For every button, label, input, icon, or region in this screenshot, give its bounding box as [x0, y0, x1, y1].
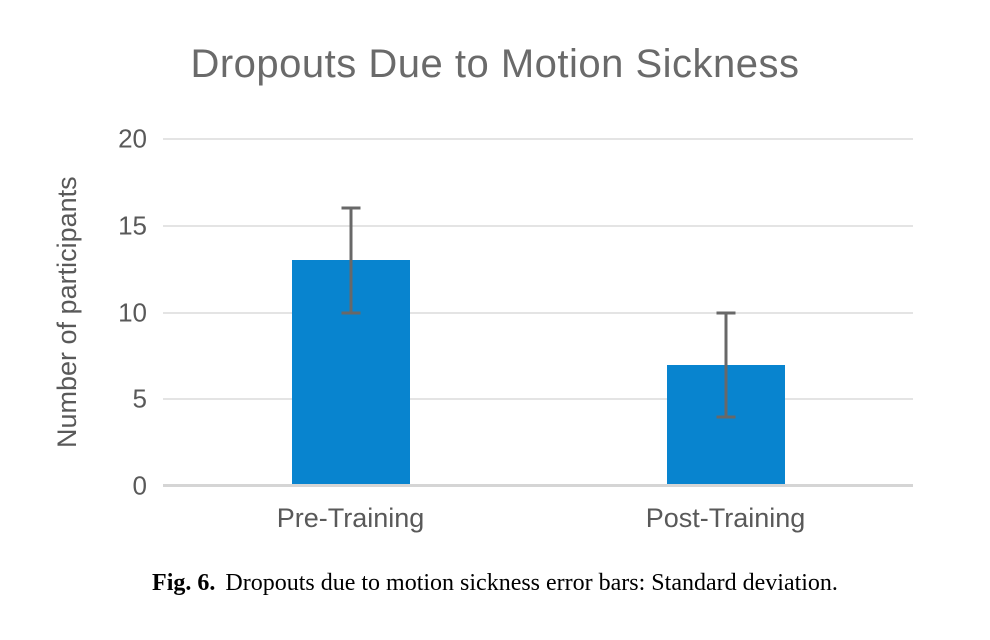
y-tick-label-10: 10 — [118, 297, 147, 327]
plot-area: 0 5 10 15 20 Pre-Training Post-Training — [118, 124, 913, 533]
gridline-y-10 — [163, 311, 913, 314]
error-bar-cap-top-pre-training — [341, 206, 360, 210]
x-axis-line — [163, 484, 913, 487]
y-tick-label-20: 20 — [118, 123, 147, 154]
y-tick-label-15: 15 — [118, 210, 147, 241]
gridline-y-15 — [163, 224, 913, 227]
error-bar-cap-top-post-training — [716, 311, 735, 314]
x-category-label-post-training: Post-Training — [645, 503, 806, 533]
y-tick-label-5: 5 — [132, 383, 147, 414]
y-axis-title: Number of participants — [52, 176, 82, 449]
error-bar-line-post-training — [724, 312, 727, 417]
error-bar-cap-bottom-post-training — [716, 415, 735, 419]
y-tick-label-0: 0 — [132, 470, 147, 501]
chart-title: Dropouts Due to Motion Sickness — [190, 42, 800, 86]
figure-caption: Fig. 6. Dropouts due to motion sickness e… — [0, 570, 990, 597]
figure-caption-text: Dropouts due to motion sickness error ba… — [225, 570, 838, 596]
error-bar-line-pre-training — [349, 208, 352, 313]
figure-caption-label: Fig. 6. — [152, 570, 216, 596]
gridline-y-20 — [163, 138, 913, 140]
x-category-label-pre-training: Pre-Training — [276, 503, 425, 533]
gridline-y-5 — [163, 398, 913, 401]
error-bar-cap-bottom-pre-training — [341, 311, 360, 314]
